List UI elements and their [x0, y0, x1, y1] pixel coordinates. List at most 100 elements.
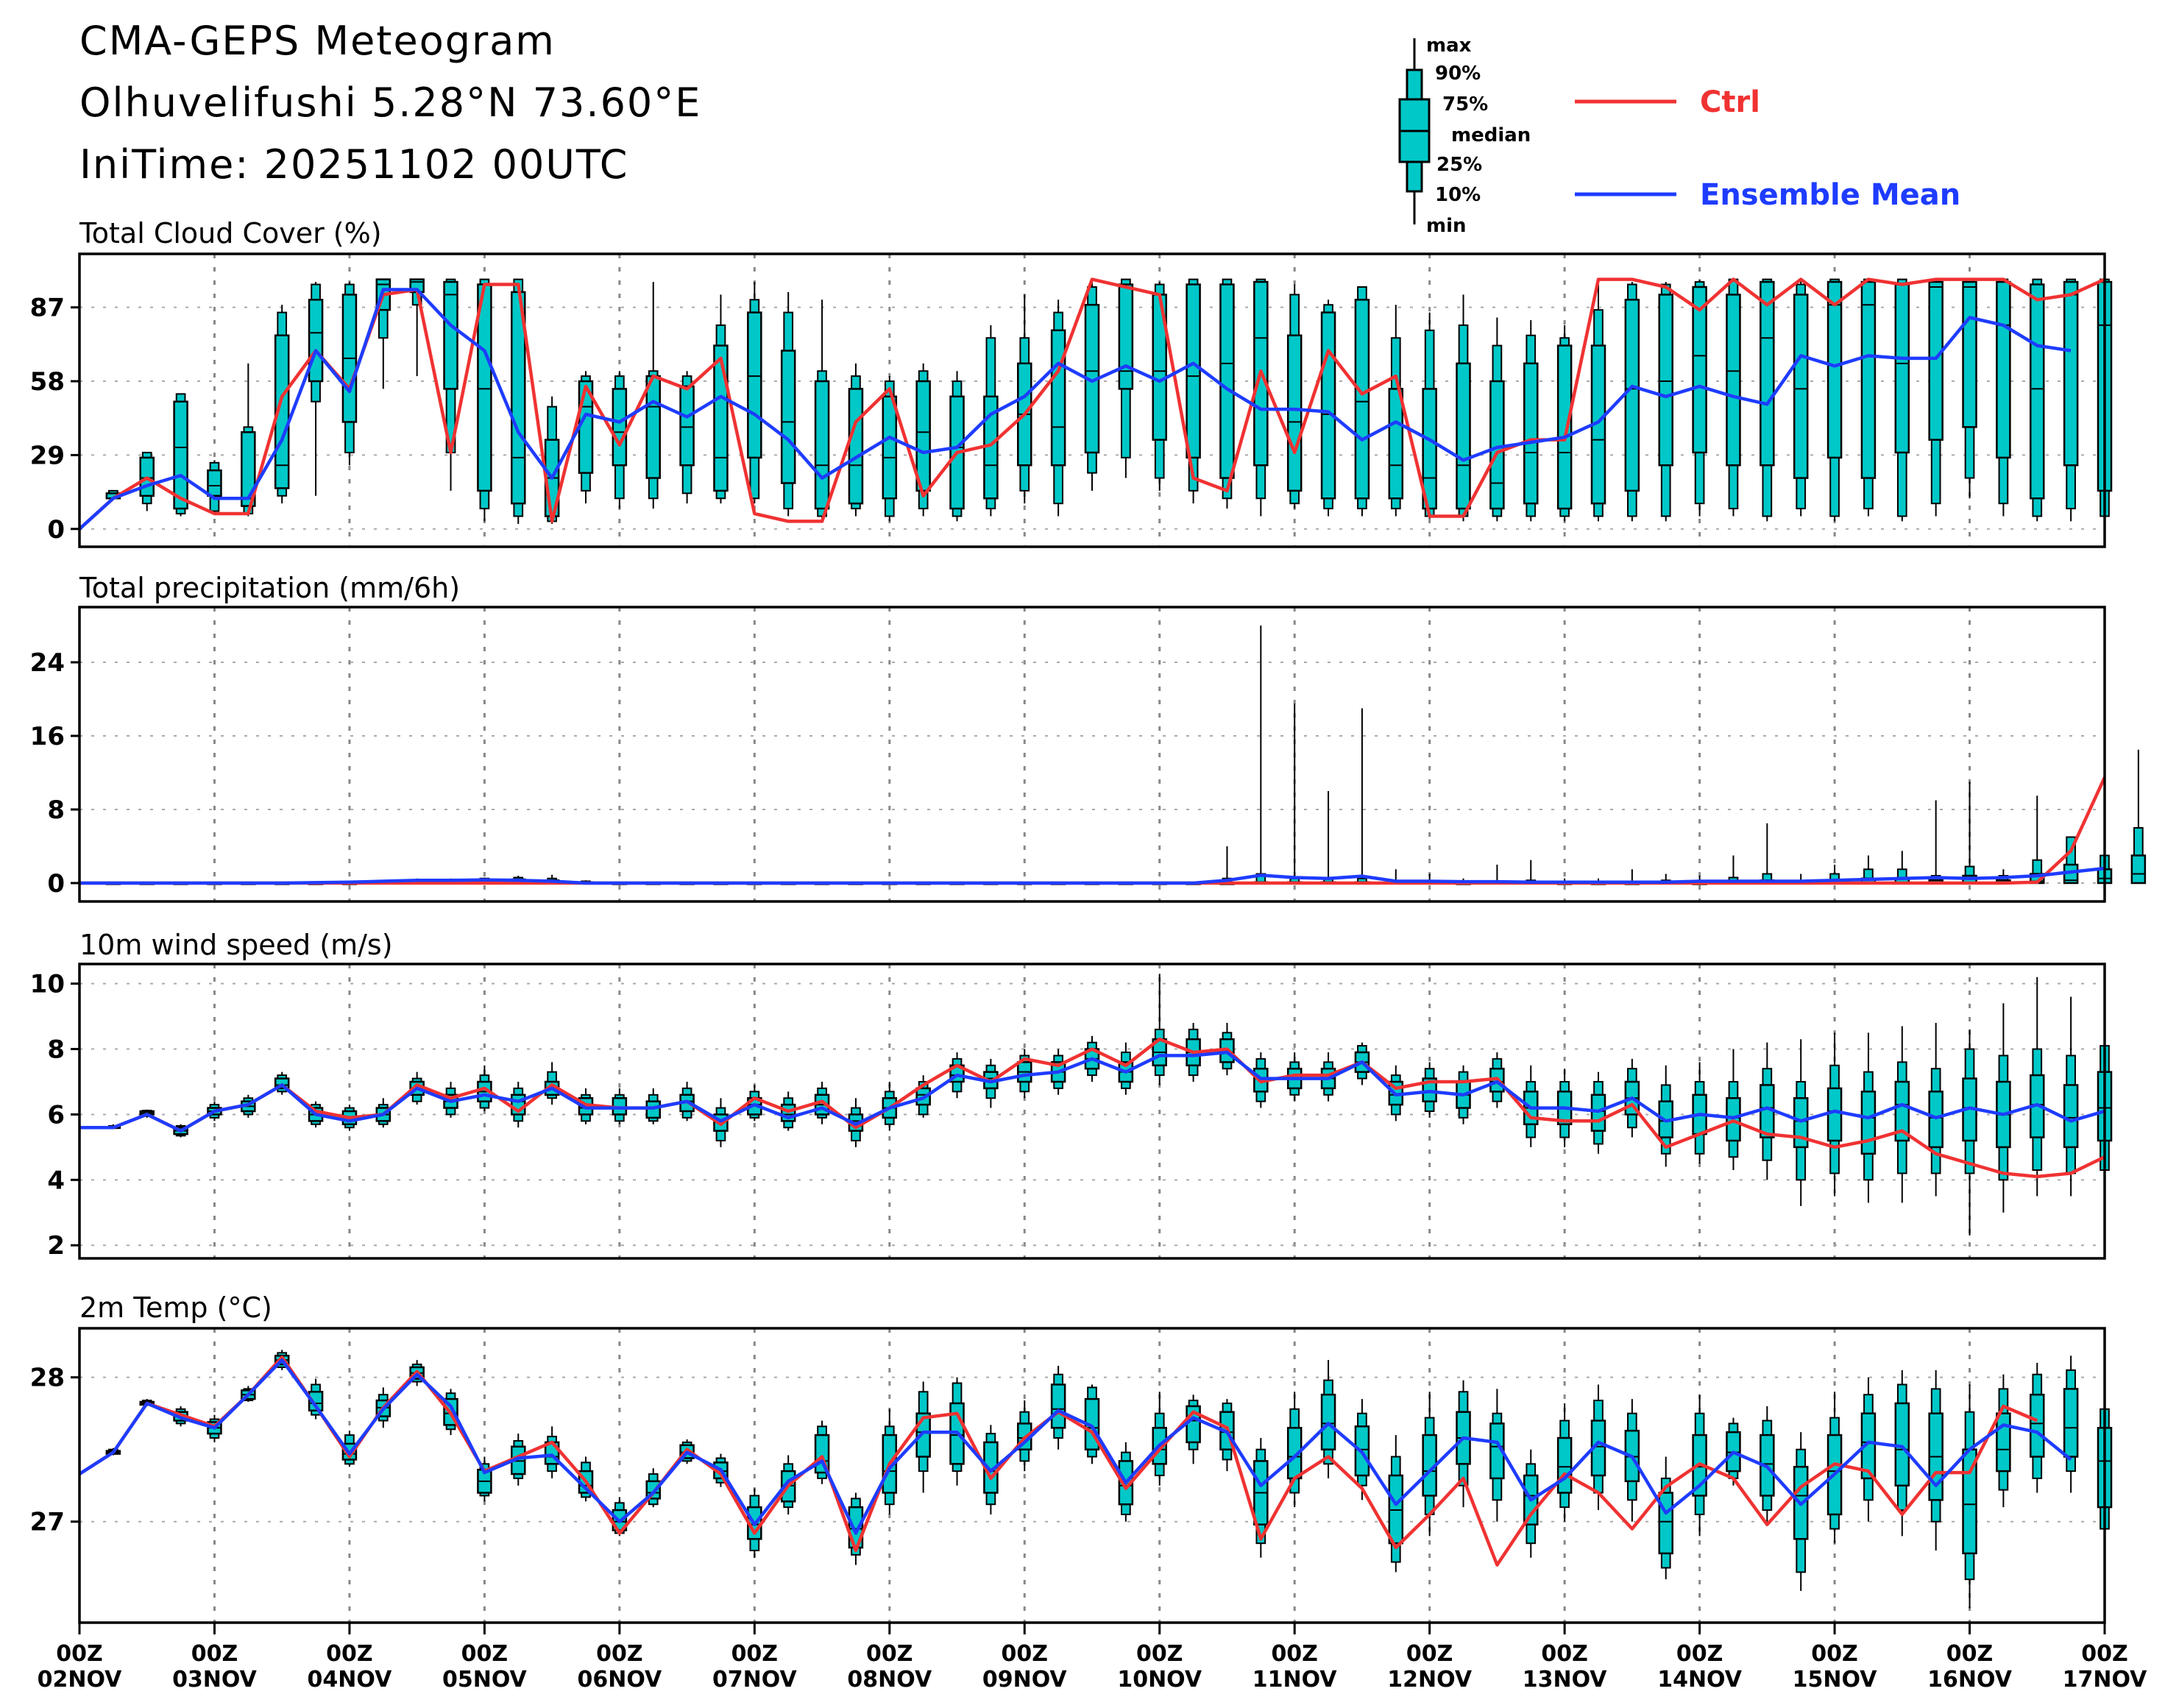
- ensemble-box: [1320, 791, 1336, 885]
- ensemble-box: [1860, 278, 1877, 517]
- ensemble-box: [1624, 282, 1640, 522]
- ensemble-mean-line: [78, 288, 2072, 531]
- box-p25-p75: [2063, 280, 2079, 467]
- x-tick-date-label: 15NOV: [1793, 1667, 1878, 1693]
- ensemble-box: [1186, 1395, 1201, 1464]
- y-tick-label: 4: [47, 1166, 65, 1195]
- ensemble-box: [274, 305, 290, 504]
- ensemble-box: [780, 291, 796, 517]
- panel-frame: [78, 252, 2106, 548]
- legend-label: median: [1451, 124, 1531, 146]
- box-p25-p75: [1826, 280, 1843, 459]
- box-p25-p75: [2063, 1388, 2079, 1458]
- box-p25-p75: [1996, 1412, 2011, 1473]
- ensemble-box: [1354, 708, 1370, 885]
- ensemble-box: [1118, 278, 1134, 478]
- y-tick-label: 0: [47, 869, 65, 899]
- ensemble-box: [1928, 278, 1943, 517]
- y-tick-label: 10: [30, 970, 65, 999]
- box-p25-p75: [1860, 1091, 1877, 1155]
- ensemble-box: [2030, 795, 2045, 885]
- x-tick-hour-label: 00Z: [326, 1641, 373, 1667]
- panel-title: Total Cloud Cover (%): [79, 217, 382, 249]
- x-tick-hour-label: 00Z: [1271, 1641, 1318, 1667]
- box-p25-p75: [1118, 283, 1134, 390]
- panel-frame: [78, 606, 2106, 903]
- box-legend: [1398, 38, 1431, 224]
- ensemble-box: [1422, 312, 1437, 519]
- ensemble-box: [1489, 317, 1505, 522]
- ensemble-box: [308, 282, 324, 496]
- ensemble-box: [544, 1426, 560, 1478]
- box-p25-p75: [713, 344, 729, 492]
- ensemble-box: [1962, 782, 1977, 885]
- y-tick-label: 27: [30, 1508, 65, 1537]
- ensemble-box: [1523, 319, 1539, 522]
- ensemble-box: [511, 1082, 526, 1128]
- box-p25-p75: [1894, 1080, 1910, 1142]
- legend-label: max: [1426, 35, 1472, 57]
- box-p25-p75: [1050, 1383, 1066, 1429]
- ensemble-box: [511, 278, 526, 524]
- y-tick-label: 29: [30, 441, 65, 470]
- ensemble-box: [341, 282, 358, 466]
- ensemble-box: [2063, 1356, 2079, 1493]
- ensemble-box: [1793, 279, 1809, 517]
- ensemble-box: [1726, 855, 1741, 885]
- ensemble-box: [1624, 1399, 1640, 1522]
- box-p25-p75: [2130, 854, 2147, 885]
- ensemble-box: [1928, 800, 1943, 885]
- x-tick-date-label: 12NOV: [1387, 1667, 1473, 1693]
- ensemble-box: [241, 363, 256, 517]
- ctrl-line: [79, 1037, 2105, 1179]
- x-tick-date-label: 17NOV: [2063, 1667, 2148, 1693]
- y-tick-label: 16: [30, 722, 65, 751]
- y-tick-label: 24: [30, 648, 65, 678]
- init-time-label: IniTime: 20251102 00UTC: [79, 141, 629, 188]
- ensemble-box: [2063, 836, 2079, 885]
- ensemble-box: [1962, 1029, 1977, 1236]
- ensemble-box: [1286, 704, 1303, 885]
- ctrl-line: [79, 776, 2107, 885]
- ensemble-box: [1556, 325, 1573, 522]
- ensemble-box: [1760, 278, 1775, 522]
- ensemble-box: [1996, 1374, 2011, 1508]
- panel-3: [71, 963, 2113, 1260]
- ensemble-box: [713, 294, 729, 504]
- box-p25-p75: [1962, 280, 1977, 428]
- x-tick-hour-label: 00Z: [1136, 1641, 1183, 1667]
- ensemble-box: [1996, 278, 2011, 517]
- box-p25-p75: [2063, 1084, 2079, 1149]
- ensemble-box: [1354, 286, 1370, 517]
- y-tick-label: 8: [47, 1035, 65, 1065]
- ensemble-box: [1523, 1449, 1539, 1558]
- ensemble-mean-line: [78, 1358, 2072, 1535]
- ensemble-box: [2030, 977, 2045, 1197]
- box-p25-p75: [1793, 294, 1809, 479]
- x-tick-hour-label: 00Z: [731, 1641, 779, 1667]
- box-p25-p75: [814, 380, 830, 510]
- x-tick-date-label: 13NOV: [1523, 1667, 1608, 1693]
- ensemble-box: [2063, 996, 2079, 1197]
- ensemble-mean-line: [79, 1050, 2105, 1133]
- x-tick-date-label: 11NOV: [1252, 1667, 1338, 1693]
- y-tick-label: 6: [47, 1100, 65, 1130]
- ensemble-box: [1793, 1432, 1809, 1591]
- ensemble-box: [1050, 300, 1066, 517]
- ensemble-box: [1658, 1456, 1673, 1580]
- box-p25-p75: [1726, 294, 1741, 467]
- y-tick-label: 87: [30, 294, 65, 323]
- legend-label: 10%: [1435, 184, 1481, 206]
- box-p25-p75: [1186, 283, 1201, 459]
- ensemble-box: [1658, 282, 1673, 522]
- ensemble-box: [173, 393, 188, 517]
- panel-1: [71, 252, 2113, 548]
- ensemble-box: [443, 278, 458, 491]
- ensemble-mean-line: [79, 866, 2105, 885]
- box-p25-p75: [1760, 280, 1775, 467]
- box-p25-p75: [1286, 334, 1303, 492]
- box-p25-p75: [1219, 283, 1235, 479]
- ensemble-box: [1996, 1003, 2011, 1213]
- ensemble-box: [679, 371, 695, 504]
